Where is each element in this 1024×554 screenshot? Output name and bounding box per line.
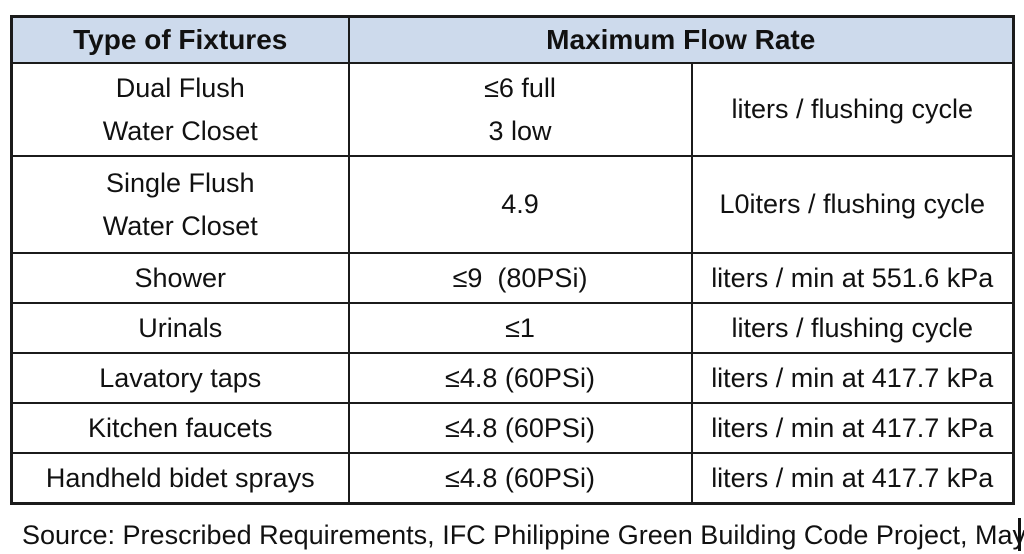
flow-rate-table: Type of Fixtures Maximum Flow Rate Dual …: [10, 15, 1016, 505]
unit-cell: liters / min at 551.6 kPa: [690, 252, 1015, 305]
source-citation: Source: Prescribed Requirements, IFC Phi…: [22, 520, 1024, 550]
fixture-cell: Handheld bidet sprays: [10, 452, 350, 505]
fixture-cell: Dual Flush Water Closet: [10, 62, 350, 158]
value-cell: ≤1: [347, 302, 693, 355]
header-type-of-fixtures: Type of Fixtures: [10, 15, 350, 65]
table-row: Shower ≤9 (80PSi) liters / min at 551.6 …: [10, 252, 1015, 305]
value-cell: ≤6 full 3 low: [347, 62, 693, 158]
value-cell: ≤4.8 (60PSi): [347, 352, 693, 405]
value-cell: ≤4.8 (60PSi): [347, 452, 693, 505]
unit-cell: liters / min at 417.7 kPa: [690, 452, 1015, 505]
unit-cell: liters / min at 417.7 kPa: [690, 402, 1015, 455]
fixture-cell: Kitchen faucets: [10, 402, 350, 455]
value-cell: ≤9 (80PSi): [347, 252, 693, 305]
value-cell: ≤4.8 (60PSi): [347, 402, 693, 455]
fixture-cell: Urinals: [10, 302, 350, 355]
table-header-row: Type of Fixtures Maximum Flow Rate: [10, 15, 1015, 65]
text-cursor: [1018, 518, 1021, 551]
table-row: Single Flush Water Closet 4.9 L0iters / …: [10, 155, 1015, 255]
header-maximum-flow-rate: Maximum Flow Rate: [347, 15, 1015, 65]
fixture-cell: Lavatory taps: [10, 352, 350, 405]
table-row: Kitchen faucets ≤4.8 (60PSi) liters / mi…: [10, 402, 1015, 455]
table-row: Handheld bidet sprays ≤4.8 (60PSi) liter…: [10, 452, 1015, 505]
fixture-cell: Single Flush Water Closet: [10, 155, 350, 255]
unit-cell: liters / flushing cycle: [690, 62, 1015, 158]
table-row: Dual Flush Water Closet ≤6 full 3 low li…: [10, 62, 1015, 158]
unit-cell: L0iters / flushing cycle: [690, 155, 1015, 255]
fixture-cell: Shower: [10, 252, 350, 305]
value-cell: 4.9: [347, 155, 693, 255]
unit-cell: liters / min at 417.7 kPa: [690, 352, 1015, 405]
table-row: Lavatory taps ≤4.8 (60PSi) liters / min …: [10, 352, 1015, 405]
table-row: Urinals ≤1 liters / flushing cycle: [10, 302, 1015, 355]
unit-cell: liters / flushing cycle: [690, 302, 1015, 355]
